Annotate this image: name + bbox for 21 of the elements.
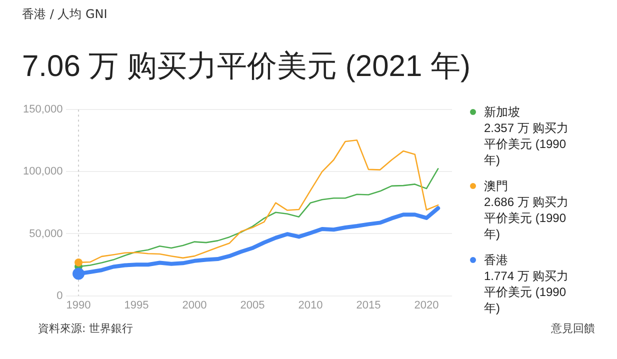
x-tick-label: 2010 bbox=[298, 299, 323, 312]
x-tick-label: 2000 bbox=[182, 299, 207, 312]
y-tick-label: 50,000 bbox=[29, 228, 63, 240]
x-tick-label: 2015 bbox=[356, 299, 381, 312]
x-tick-label: 2020 bbox=[414, 299, 439, 312]
chart-title: 7.06 万 购买力平价美元 (2021 年) bbox=[22, 49, 470, 85]
text: 2.357 万 购买力平价美元 (1990 年) bbox=[484, 120, 570, 168]
y-tick-label: 100,000 bbox=[22, 166, 63, 178]
y-tick-label: 0 bbox=[56, 290, 63, 302]
legend-label: 澳門 bbox=[484, 178, 509, 194]
text: 1.774 万 购买力平价美元 (1990 年) bbox=[484, 268, 570, 316]
legend-label: 香港 bbox=[484, 252, 509, 268]
legend-label: 新加坡 bbox=[484, 104, 521, 120]
source-note: 資料來源: 世界銀行 bbox=[38, 321, 134, 336]
chart-subtitle: 香港 / 人均 GNI bbox=[22, 6, 108, 23]
y-tick-label: 150,000 bbox=[22, 104, 63, 116]
x-tick-label: 1995 bbox=[124, 299, 149, 312]
text: 意見回饋 bbox=[551, 321, 595, 336]
x-tick-label: 1990 bbox=[66, 299, 91, 312]
text: 2.686 万 购买力平价美元 (1990 年) bbox=[484, 194, 570, 242]
x-tick-label: 2005 bbox=[240, 299, 265, 312]
